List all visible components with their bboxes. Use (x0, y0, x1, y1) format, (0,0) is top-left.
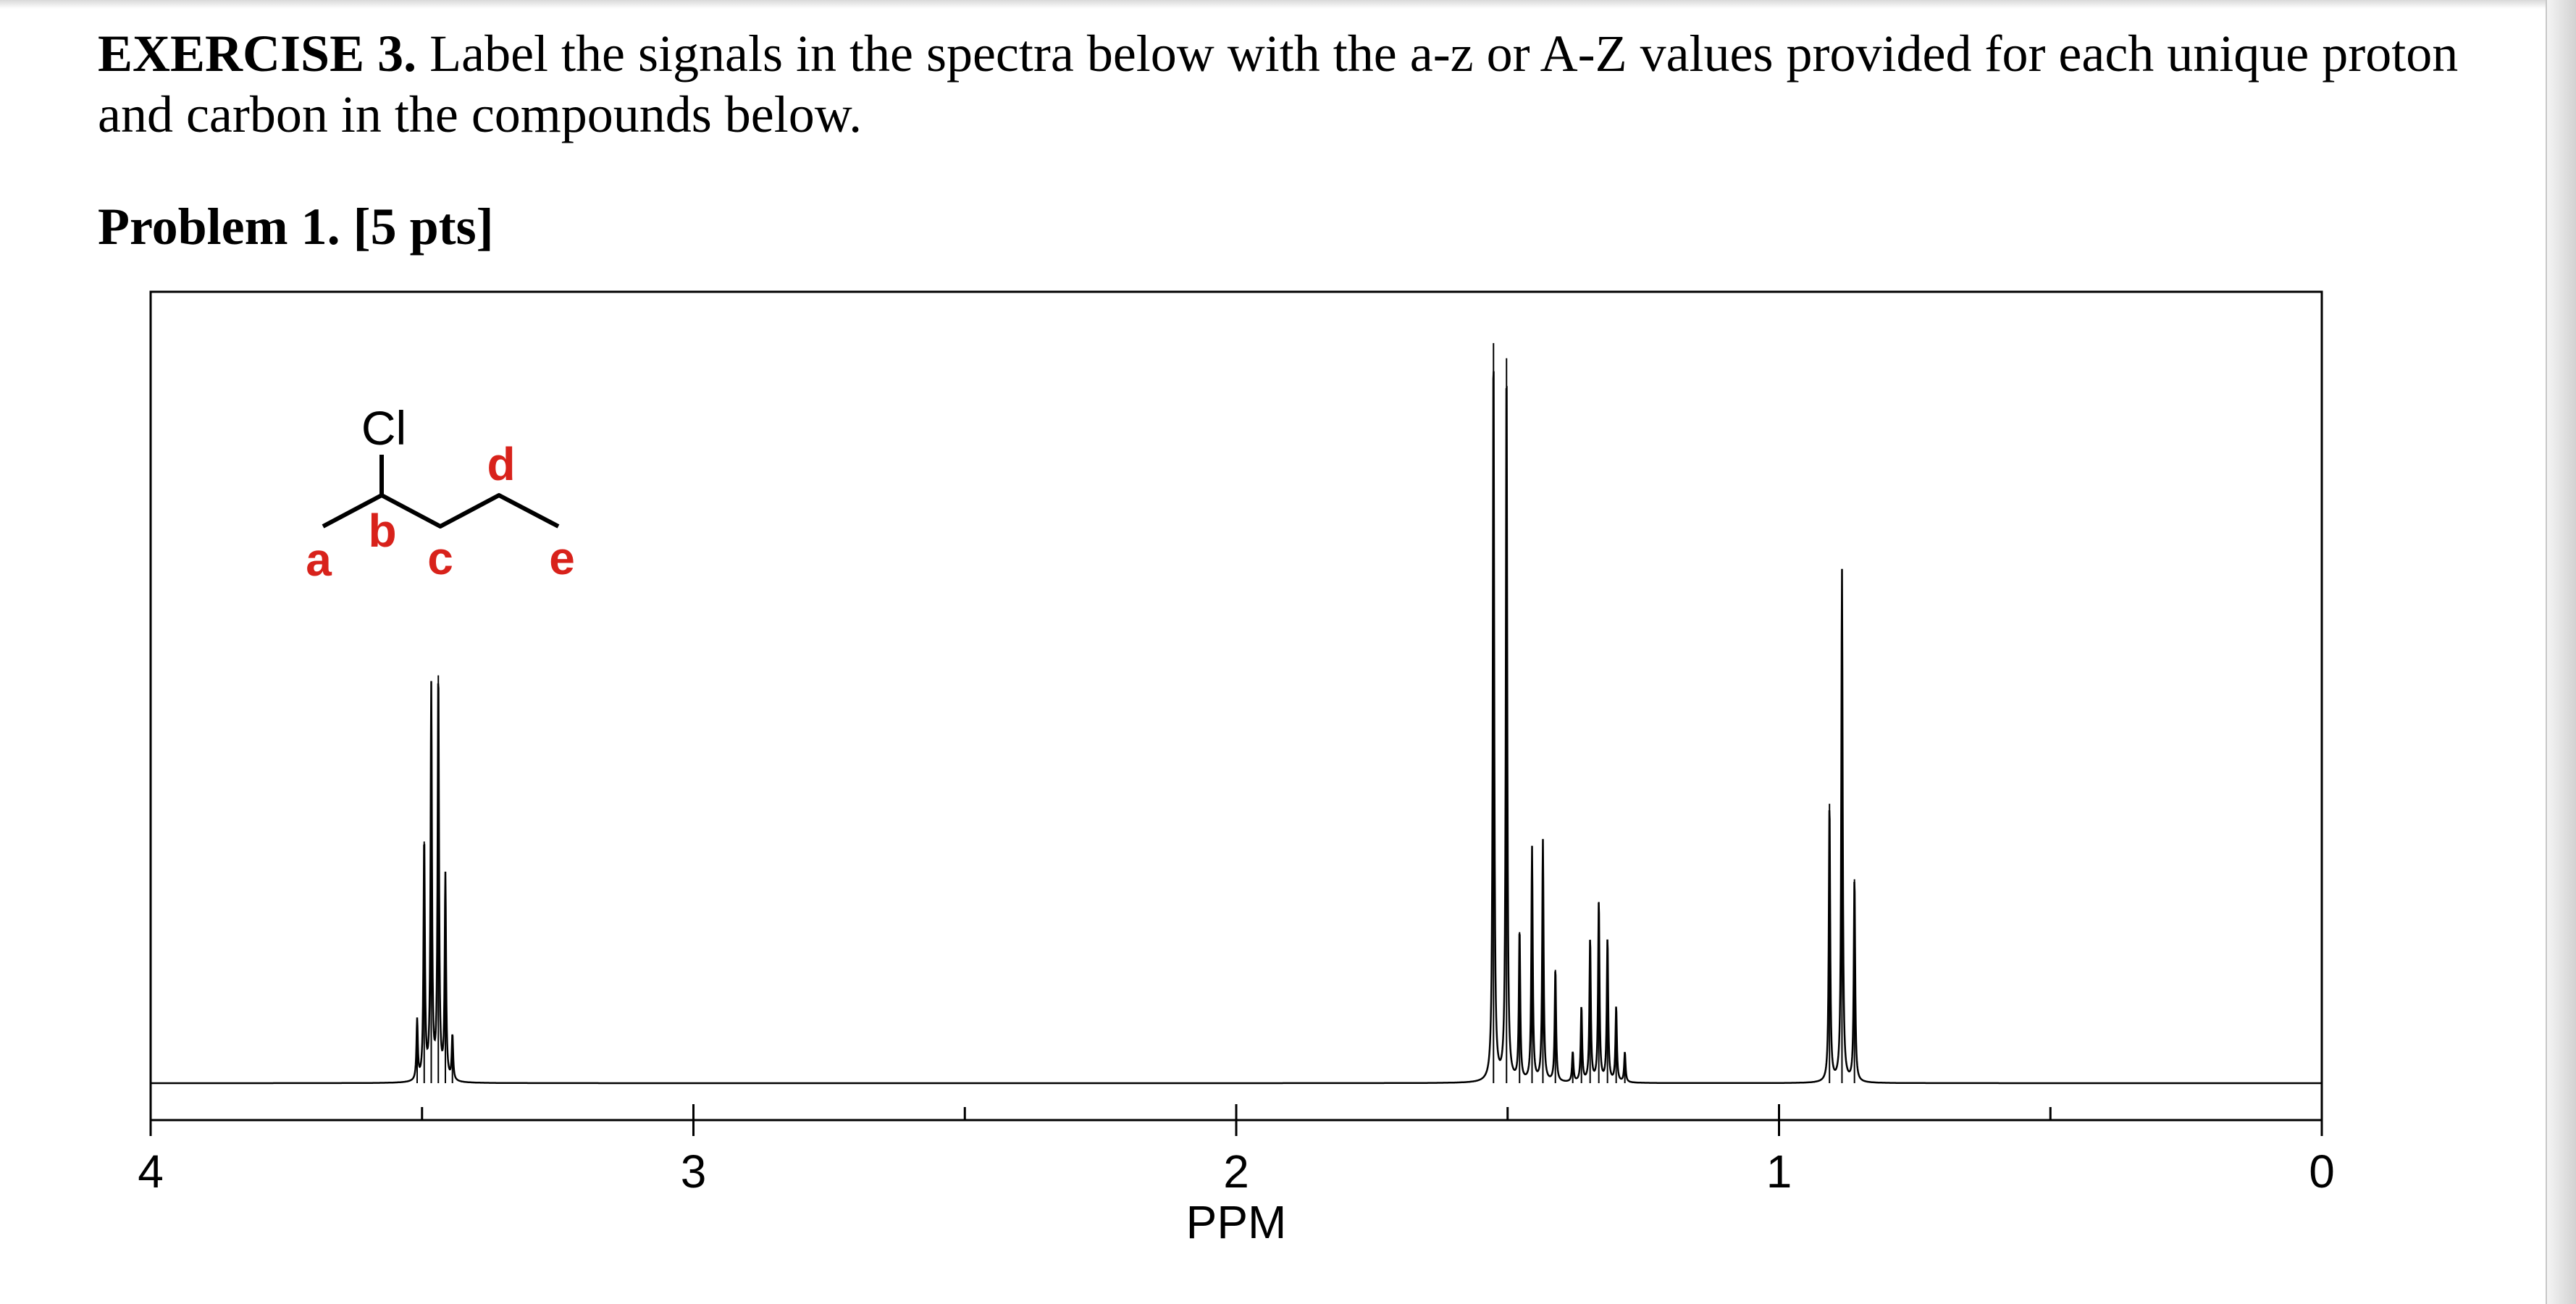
window-top-edge (0, 0, 2576, 9)
x-tick-label: 4 (138, 1145, 164, 1198)
exercise-title: EXERCISE 3. (98, 25, 417, 83)
label-d: d (487, 438, 515, 490)
label-c: c (427, 532, 453, 584)
chlorine-atom: Cl (361, 401, 406, 455)
label-a: a (306, 534, 332, 586)
peak-markers (416, 342, 1855, 1083)
plot-frame (149, 290, 2323, 1122)
x-tick-label: 2 (1223, 1145, 1249, 1198)
carbon-chain-bonds (322, 493, 560, 529)
problem-label: Problem 1. [5 pts] (98, 198, 494, 256)
molecule-structure: Cl a b c d e (306, 401, 575, 586)
exercise-instruction: Label the signals in the spectra below w… (98, 25, 2459, 143)
scrollbar-track[interactable] (2546, 0, 2576, 1304)
label-e: e (549, 532, 575, 584)
x-axis-label: PPM (1186, 1196, 1287, 1248)
x-tick-label: 3 (681, 1145, 707, 1198)
spectrum-trace (151, 371, 2322, 1085)
exercise-heading: EXERCISE 3. Label the signals in the spe… (98, 23, 2488, 145)
x-axis-tick-labels: 4 3 2 1 0 (138, 1145, 2335, 1198)
label-b: b (368, 505, 396, 557)
x-axis-ticks (149, 1104, 2323, 1136)
x-tick-label: 1 (1766, 1145, 1792, 1198)
x-tick-label: 0 (2309, 1145, 2335, 1198)
